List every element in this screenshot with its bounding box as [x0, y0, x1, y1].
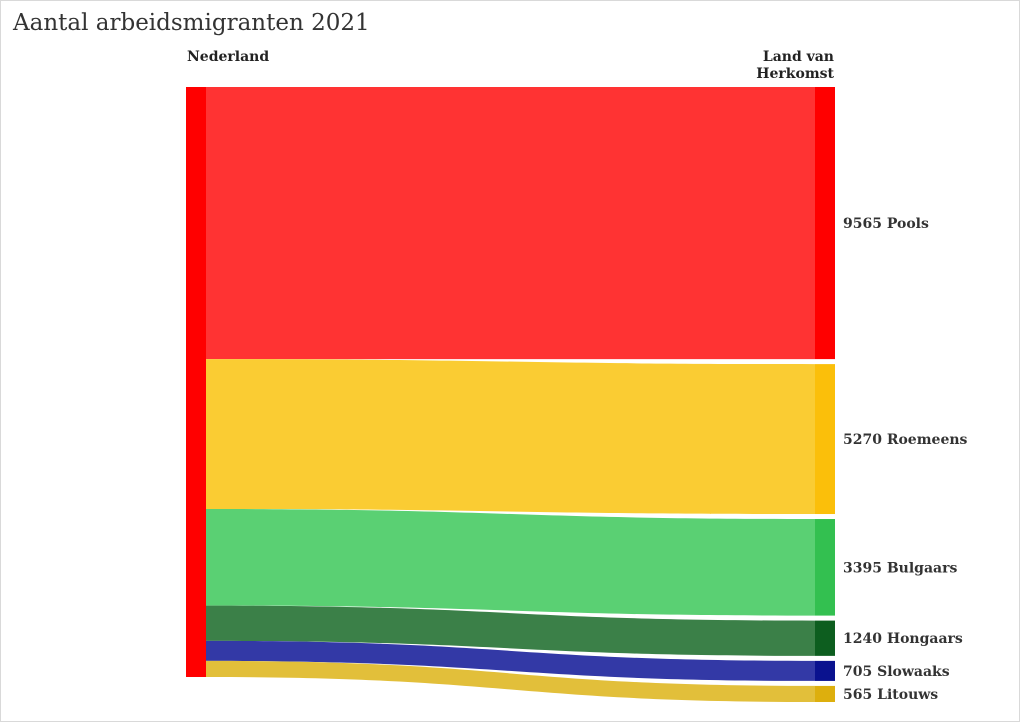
- flow-link-roemeens[interactable]: [206, 359, 815, 515]
- target-node-bulgaars[interactable]: [815, 519, 835, 616]
- target-node-hongaars[interactable]: [815, 620, 835, 656]
- flow-link-hongaars[interactable]: [206, 605, 815, 656]
- node-label-pools: 9565 Pools: [843, 216, 929, 232]
- target-node-slowaaks[interactable]: [815, 660, 835, 681]
- flow-link-litouws[interactable]: [206, 660, 815, 702]
- flow-link-slowaaks[interactable]: [206, 640, 815, 681]
- flow-link-bulgaars[interactable]: [206, 509, 815, 616]
- node-label-bulgaars: 3395 Bulgaars: [843, 560, 957, 576]
- target-node-litouws[interactable]: [815, 685, 835, 702]
- target-node-pools[interactable]: [815, 87, 835, 360]
- source-column-header: Nederland: [187, 49, 270, 65]
- source-node-nederland[interactable]: [186, 87, 206, 677]
- flow-link-pools[interactable]: [206, 87, 815, 360]
- node-label-hongaars: 1240 Hongaars: [843, 631, 963, 647]
- node-label-roemeens: 5270 Roemeens: [843, 432, 968, 448]
- target-column-header: Land van Herkomst: [756, 49, 834, 82]
- node-label-litouws: 565 Litouws: [843, 687, 938, 703]
- chart-title: Aantal arbeidsmigranten 2021: [13, 10, 370, 36]
- target-node-roemeens[interactable]: [815, 364, 835, 515]
- node-label-slowaaks: 705 Slowaaks: [843, 664, 950, 680]
